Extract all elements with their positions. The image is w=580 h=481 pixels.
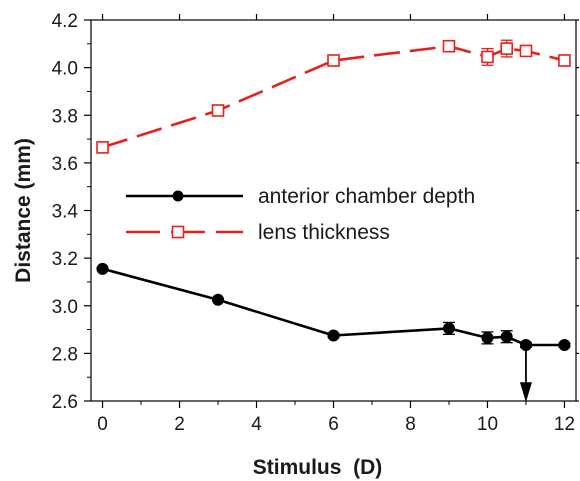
- data-point: [211, 104, 225, 117]
- data-point: [327, 54, 340, 67]
- data-point: [212, 293, 225, 306]
- y-tick-label: 3.2: [52, 249, 78, 270]
- data-point: [558, 54, 571, 67]
- data-point: [481, 331, 494, 344]
- data-point: [327, 329, 340, 342]
- data-point: [500, 42, 514, 55]
- y-tick-label: 3.4: [52, 202, 79, 223]
- x-tick-label: 2: [174, 414, 185, 435]
- x-tick-label: 12: [554, 414, 575, 435]
- y-tick-label: 3.6: [52, 154, 78, 175]
- data-point: [519, 44, 533, 58]
- x-tick-label: 6: [328, 414, 339, 435]
- y-tick-label: 3.0: [52, 297, 78, 318]
- data-point: [500, 330, 513, 343]
- y-tick-label: 4.2: [52, 11, 78, 32]
- data-point: [96, 141, 109, 154]
- y-axis-title: Distance (mm): [12, 138, 35, 283]
- x-tick-label: 8: [405, 414, 416, 435]
- x-axis-title: Stimulus (D): [253, 456, 383, 479]
- y-tick-label: 3.8: [52, 106, 78, 127]
- legend-marker: [172, 190, 184, 202]
- x-tick-label: 10: [477, 414, 498, 435]
- legend-marker: [171, 225, 185, 239]
- data-point: [442, 39, 456, 53]
- arrow-head: [519, 382, 532, 403]
- data-point: [442, 322, 455, 335]
- data-point: [558, 339, 571, 352]
- data-point: [96, 262, 109, 275]
- y-tick-label: 2.8: [52, 344, 78, 365]
- x-tick-label: 4: [251, 414, 262, 435]
- legend-label-acd: anterior chamber depth: [258, 185, 475, 208]
- data-point: [481, 50, 494, 64]
- x-tick-label: 0: [97, 414, 108, 435]
- y-tick-label: 2.6: [52, 392, 78, 413]
- y-tick-label: 4.0: [52, 59, 78, 80]
- legend-label-lens: lens thickness: [258, 221, 390, 244]
- plot-frame: [90, 19, 577, 402]
